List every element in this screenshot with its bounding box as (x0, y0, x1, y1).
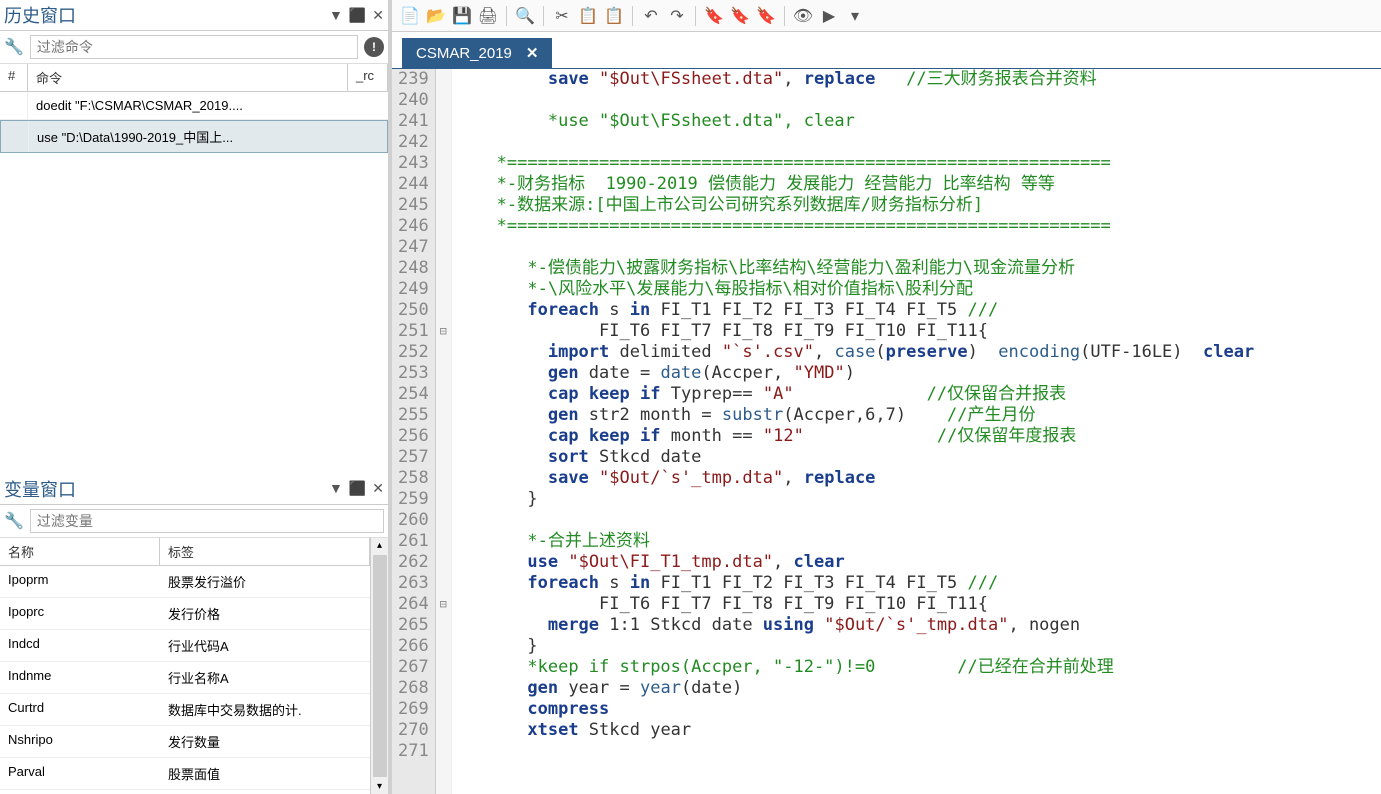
scroll-up-icon[interactable]: ▴ (377, 538, 382, 553)
info-icon[interactable]: ! (364, 37, 384, 57)
variables-table: 名称 标签 Ipoprm股票发行溢价Ipoprc发行价格Indcd行业代码AIn… (0, 538, 388, 794)
code-editor[interactable]: 2392402412422432442452462472482492502512… (392, 68, 1381, 794)
tab-bar: CSMAR_2019 ✕ (392, 32, 1381, 68)
line-gutter: 2392402412422432442452462472482492502512… (392, 69, 436, 794)
variables-header-icons: ▼ ⬛ ✕ (329, 480, 384, 497)
history-spacer (0, 153, 388, 474)
variable-row[interactable]: Indcd行业代码A (0, 630, 370, 662)
toolbar-sep (506, 6, 507, 26)
history-title: 历史窗口 (4, 2, 76, 28)
variables-title: 变量窗口 (4, 476, 76, 502)
history-header-icons: ▼ ⬛ ✕ (329, 7, 384, 24)
history-row[interactable]: doedit "F:\CSMAR\CSMAR_2019.... (0, 92, 388, 120)
variables-filter-input[interactable] (30, 509, 384, 533)
paste-icon[interactable]: 📋 (602, 4, 626, 28)
copy-icon[interactable]: 📋 (576, 4, 600, 28)
bookmark-next-icon[interactable]: 🔖 (754, 4, 778, 28)
variables-columns: 名称 标签 (0, 538, 370, 566)
bookmark-prev-icon[interactable]: 🔖 (728, 4, 752, 28)
history-columns: # 命令 _rc (0, 64, 388, 92)
variable-row[interactable]: Sctcd区域码 (0, 790, 370, 794)
variables-scrollbar[interactable]: ▴ ▾ (370, 538, 388, 794)
preview-icon[interactable]: 👁 (791, 4, 815, 28)
bookmark-add-icon[interactable]: 🔖 (702, 4, 726, 28)
history-header: 历史窗口 ▼ ⬛ ✕ (0, 0, 388, 31)
scroll-thumb[interactable] (373, 555, 387, 778)
tab-close-icon[interactable]: ✕ (526, 44, 539, 62)
history-row[interactable]: use "D:\Data\1990-2019_中国上... (0, 120, 388, 153)
tab-label: CSMAR_2019 (416, 45, 512, 62)
right-panel: 📄 📂 💾 🖨 🔍 ✂ 📋 📋 ↶ ↷ 🔖 🔖 🔖 👁 ▶ ▾ CSMAR_20… (392, 0, 1381, 794)
code-area[interactable]: save "$Out\FSsheet.dta", replace //三大财务报… (452, 69, 1381, 794)
search-icon[interactable]: 🔍 (513, 4, 537, 28)
redo-icon[interactable]: ↷ (665, 4, 689, 28)
variable-row[interactable]: Nshripo发行数量 (0, 726, 370, 758)
left-panel: 历史窗口 ▼ ⬛ ✕ 🔧 ! # 命令 _rc doedit "F:\CSMAR… (0, 0, 392, 794)
history-col-cmd[interactable]: 命令 (28, 64, 348, 91)
variable-row[interactable]: Ipoprm股票发行溢价 (0, 566, 370, 598)
cut-icon[interactable]: ✂ (550, 4, 574, 28)
pin-icon[interactable]: ⬛ (349, 7, 366, 24)
toolbar-sep (695, 6, 696, 26)
variables-pane: 变量窗口 ▼ ⬛ ✕ 🔧 名称 标签 Ipoprm股票发行溢价Ipoprc发行价… (0, 474, 388, 794)
close-icon[interactable]: ✕ (372, 7, 384, 24)
variables-col-label[interactable]: 标签 (160, 538, 370, 565)
filter-icon[interactable]: ▼ (329, 7, 343, 24)
open-file-icon[interactable]: 📂 (424, 4, 448, 28)
variable-row[interactable]: Ipoprc发行价格 (0, 598, 370, 630)
tab-csmar[interactable]: CSMAR_2019 ✕ (402, 38, 552, 68)
variables-filter-row: 🔧 (0, 505, 388, 538)
variable-row[interactable]: Indnme行业名称A (0, 662, 370, 694)
history-col-num[interactable]: # (0, 64, 28, 91)
variables-header: 变量窗口 ▼ ⬛ ✕ (0, 474, 388, 505)
new-file-icon[interactable]: 📄 (398, 4, 422, 28)
history-rows: doedit "F:\CSMAR\CSMAR_2019....use "D:\D… (0, 92, 388, 153)
toolbar-sep (784, 6, 785, 26)
wrench-icon[interactable]: 🔧 (4, 511, 24, 531)
history-filter-input[interactable] (30, 35, 358, 59)
history-col-rc[interactable]: _rc (348, 64, 388, 91)
scroll-down-icon[interactable]: ▾ (377, 779, 382, 794)
variable-row[interactable]: Curtrd数据库中交易数据的计. (0, 694, 370, 726)
dropdown-icon[interactable]: ▾ (843, 4, 867, 28)
toolbar-sep (632, 6, 633, 26)
pin-icon[interactable]: ⬛ (349, 480, 366, 497)
filter-icon[interactable]: ▼ (329, 480, 343, 497)
variables-col-name[interactable]: 名称 (0, 538, 160, 565)
history-filter-row: 🔧 ! (0, 31, 388, 64)
variable-row[interactable]: Parval股票面值 (0, 758, 370, 790)
editor-toolbar: 📄 📂 💾 🖨 🔍 ✂ 📋 📋 ↶ ↷ 🔖 🔖 🔖 👁 ▶ ▾ (392, 0, 1381, 32)
print-icon[interactable]: 🖨 (476, 4, 500, 28)
toolbar-sep (543, 6, 544, 26)
fold-column: ⊟⊟ (436, 69, 452, 794)
wrench-icon[interactable]: 🔧 (4, 37, 24, 57)
save-icon[interactable]: 💾 (450, 4, 474, 28)
close-icon[interactable]: ✕ (372, 480, 384, 497)
undo-icon[interactable]: ↶ (639, 4, 663, 28)
run-icon[interactable]: ▶ (817, 4, 841, 28)
